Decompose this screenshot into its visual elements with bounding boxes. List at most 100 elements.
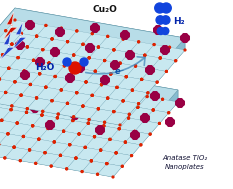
Circle shape <box>171 122 174 125</box>
Circle shape <box>186 36 189 40</box>
Circle shape <box>146 115 149 119</box>
Polygon shape <box>89 109 114 122</box>
Circle shape <box>94 70 96 72</box>
Circle shape <box>23 136 24 137</box>
Circle shape <box>77 65 80 68</box>
Circle shape <box>14 81 16 83</box>
Circle shape <box>37 59 40 62</box>
Circle shape <box>80 65 83 68</box>
Circle shape <box>126 33 129 36</box>
Circle shape <box>71 75 74 78</box>
Circle shape <box>127 56 130 59</box>
Circle shape <box>10 109 12 111</box>
Polygon shape <box>74 44 98 58</box>
Circle shape <box>164 51 168 54</box>
Circle shape <box>122 35 125 38</box>
Circle shape <box>111 64 114 67</box>
Circle shape <box>119 62 121 64</box>
Circle shape <box>72 116 75 119</box>
Circle shape <box>146 96 148 98</box>
Circle shape <box>103 78 106 81</box>
Circle shape <box>76 30 78 32</box>
Polygon shape <box>98 98 123 112</box>
Circle shape <box>36 35 38 37</box>
Circle shape <box>61 27 62 29</box>
Circle shape <box>14 81 16 83</box>
Circle shape <box>20 33 22 34</box>
Circle shape <box>38 138 40 140</box>
Circle shape <box>131 89 133 91</box>
Circle shape <box>39 63 42 66</box>
Circle shape <box>89 44 92 47</box>
Circle shape <box>17 46 21 49</box>
Circle shape <box>166 120 169 124</box>
Circle shape <box>116 63 119 66</box>
Polygon shape <box>54 131 79 145</box>
Circle shape <box>8 67 10 69</box>
Circle shape <box>146 70 149 73</box>
Circle shape <box>153 44 155 45</box>
Polygon shape <box>86 71 111 85</box>
Circle shape <box>60 154 61 156</box>
Circle shape <box>137 106 139 108</box>
Circle shape <box>32 125 34 127</box>
Circle shape <box>168 118 171 121</box>
Circle shape <box>86 94 89 98</box>
Polygon shape <box>76 147 101 161</box>
Circle shape <box>126 33 129 36</box>
Circle shape <box>59 28 62 31</box>
Circle shape <box>89 44 93 47</box>
Circle shape <box>70 78 73 81</box>
Circle shape <box>131 135 134 138</box>
Circle shape <box>98 46 99 48</box>
Circle shape <box>34 104 38 107</box>
Circle shape <box>75 112 78 115</box>
Circle shape <box>44 152 46 153</box>
Circle shape <box>159 57 161 59</box>
Circle shape <box>113 49 115 51</box>
Circle shape <box>69 62 81 74</box>
Circle shape <box>13 84 15 86</box>
Circle shape <box>144 54 146 56</box>
Circle shape <box>70 78 72 80</box>
Circle shape <box>121 165 123 167</box>
Circle shape <box>156 94 159 97</box>
Circle shape <box>69 74 72 77</box>
Circle shape <box>152 109 154 111</box>
Polygon shape <box>15 71 40 84</box>
Circle shape <box>19 98 21 100</box>
Circle shape <box>147 92 149 94</box>
Circle shape <box>36 97 38 99</box>
Circle shape <box>60 154 61 156</box>
Circle shape <box>123 36 127 39</box>
Circle shape <box>156 81 158 83</box>
Circle shape <box>46 123 49 126</box>
Polygon shape <box>79 123 104 137</box>
Circle shape <box>19 160 21 162</box>
Circle shape <box>159 29 162 33</box>
Circle shape <box>89 46 92 50</box>
Circle shape <box>4 95 6 97</box>
Circle shape <box>152 92 155 95</box>
Circle shape <box>59 33 62 36</box>
Circle shape <box>91 94 93 96</box>
Circle shape <box>130 55 133 58</box>
Circle shape <box>57 117 58 119</box>
Polygon shape <box>117 77 142 90</box>
Circle shape <box>54 76 56 77</box>
Circle shape <box>51 50 54 53</box>
Circle shape <box>73 113 76 117</box>
Circle shape <box>154 97 158 100</box>
Circle shape <box>58 33 61 36</box>
Polygon shape <box>129 107 153 121</box>
Circle shape <box>84 146 86 148</box>
Circle shape <box>122 100 124 102</box>
Circle shape <box>56 98 59 101</box>
Circle shape <box>162 28 169 35</box>
Circle shape <box>75 95 77 97</box>
Circle shape <box>118 98 122 101</box>
Circle shape <box>75 157 77 159</box>
Circle shape <box>150 68 152 70</box>
Circle shape <box>22 76 26 79</box>
Circle shape <box>91 26 94 29</box>
